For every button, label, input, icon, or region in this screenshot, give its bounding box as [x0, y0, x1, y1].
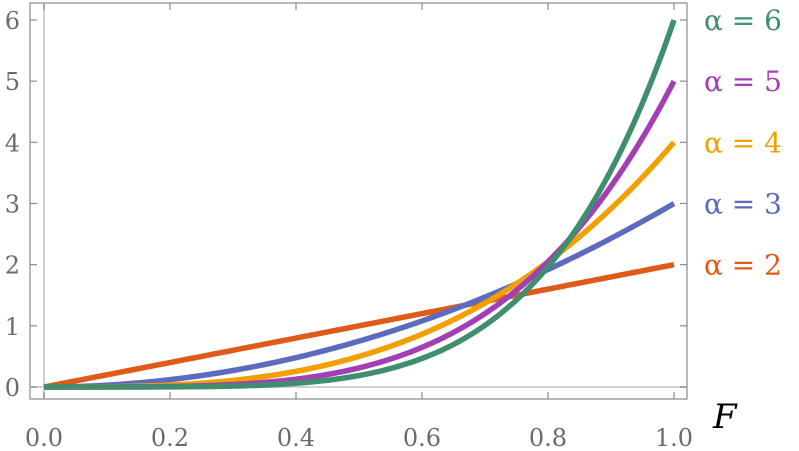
- x-axis-label: F: [712, 397, 738, 437]
- x-tick-labels: 0.0 0.2 0.4 0.6 0.8 1.0: [25, 424, 693, 451]
- y-tick-label: 6: [5, 7, 20, 35]
- legend-label: α = 2: [704, 249, 782, 282]
- legend-label: α = 6: [704, 4, 782, 37]
- legend-label: α = 4: [704, 126, 782, 159]
- series-line-alpha-2: [43, 261, 675, 390]
- y-tick-label: 2: [5, 252, 20, 280]
- legend-item: α = 4: [704, 126, 782, 159]
- y-tick-label: 3: [5, 191, 20, 219]
- legend-item: α = 6: [704, 4, 782, 37]
- legend: α = 6 α = 5 α = 4 α = 3 α = 2: [704, 4, 782, 282]
- series-line-alpha-4: [44, 140, 677, 390]
- x-tick-label: 0.8: [529, 424, 567, 451]
- y-tick-labels: 0 1 2 3 4 5 6: [5, 7, 20, 402]
- y-tick-label: 4: [5, 129, 20, 157]
- series-line-alpha-3: [44, 201, 676, 390]
- y-tick-label: 1: [5, 313, 20, 341]
- x-tick-label: 0.2: [151, 424, 189, 451]
- legend-item: α = 2: [704, 249, 782, 282]
- legend-label: α = 3: [704, 188, 782, 221]
- plot-frame: [29, 2, 688, 400]
- x-tick-label: 1.0: [655, 424, 693, 451]
- legend-item: α = 5: [704, 65, 782, 98]
- legend-label: α = 5: [704, 65, 782, 98]
- x-tick-label: 0.4: [277, 424, 315, 451]
- plot-border: [29, 2, 688, 400]
- x-tick-label: 0.6: [403, 424, 441, 451]
- y-tick-label: 5: [5, 68, 20, 96]
- legend-item: α = 3: [704, 188, 782, 221]
- x-tick-label: 0.0: [25, 424, 63, 451]
- series-line-alpha-6: [44, 19, 677, 390]
- y-tick-label: 0: [5, 374, 20, 402]
- series-group: [43, 19, 677, 390]
